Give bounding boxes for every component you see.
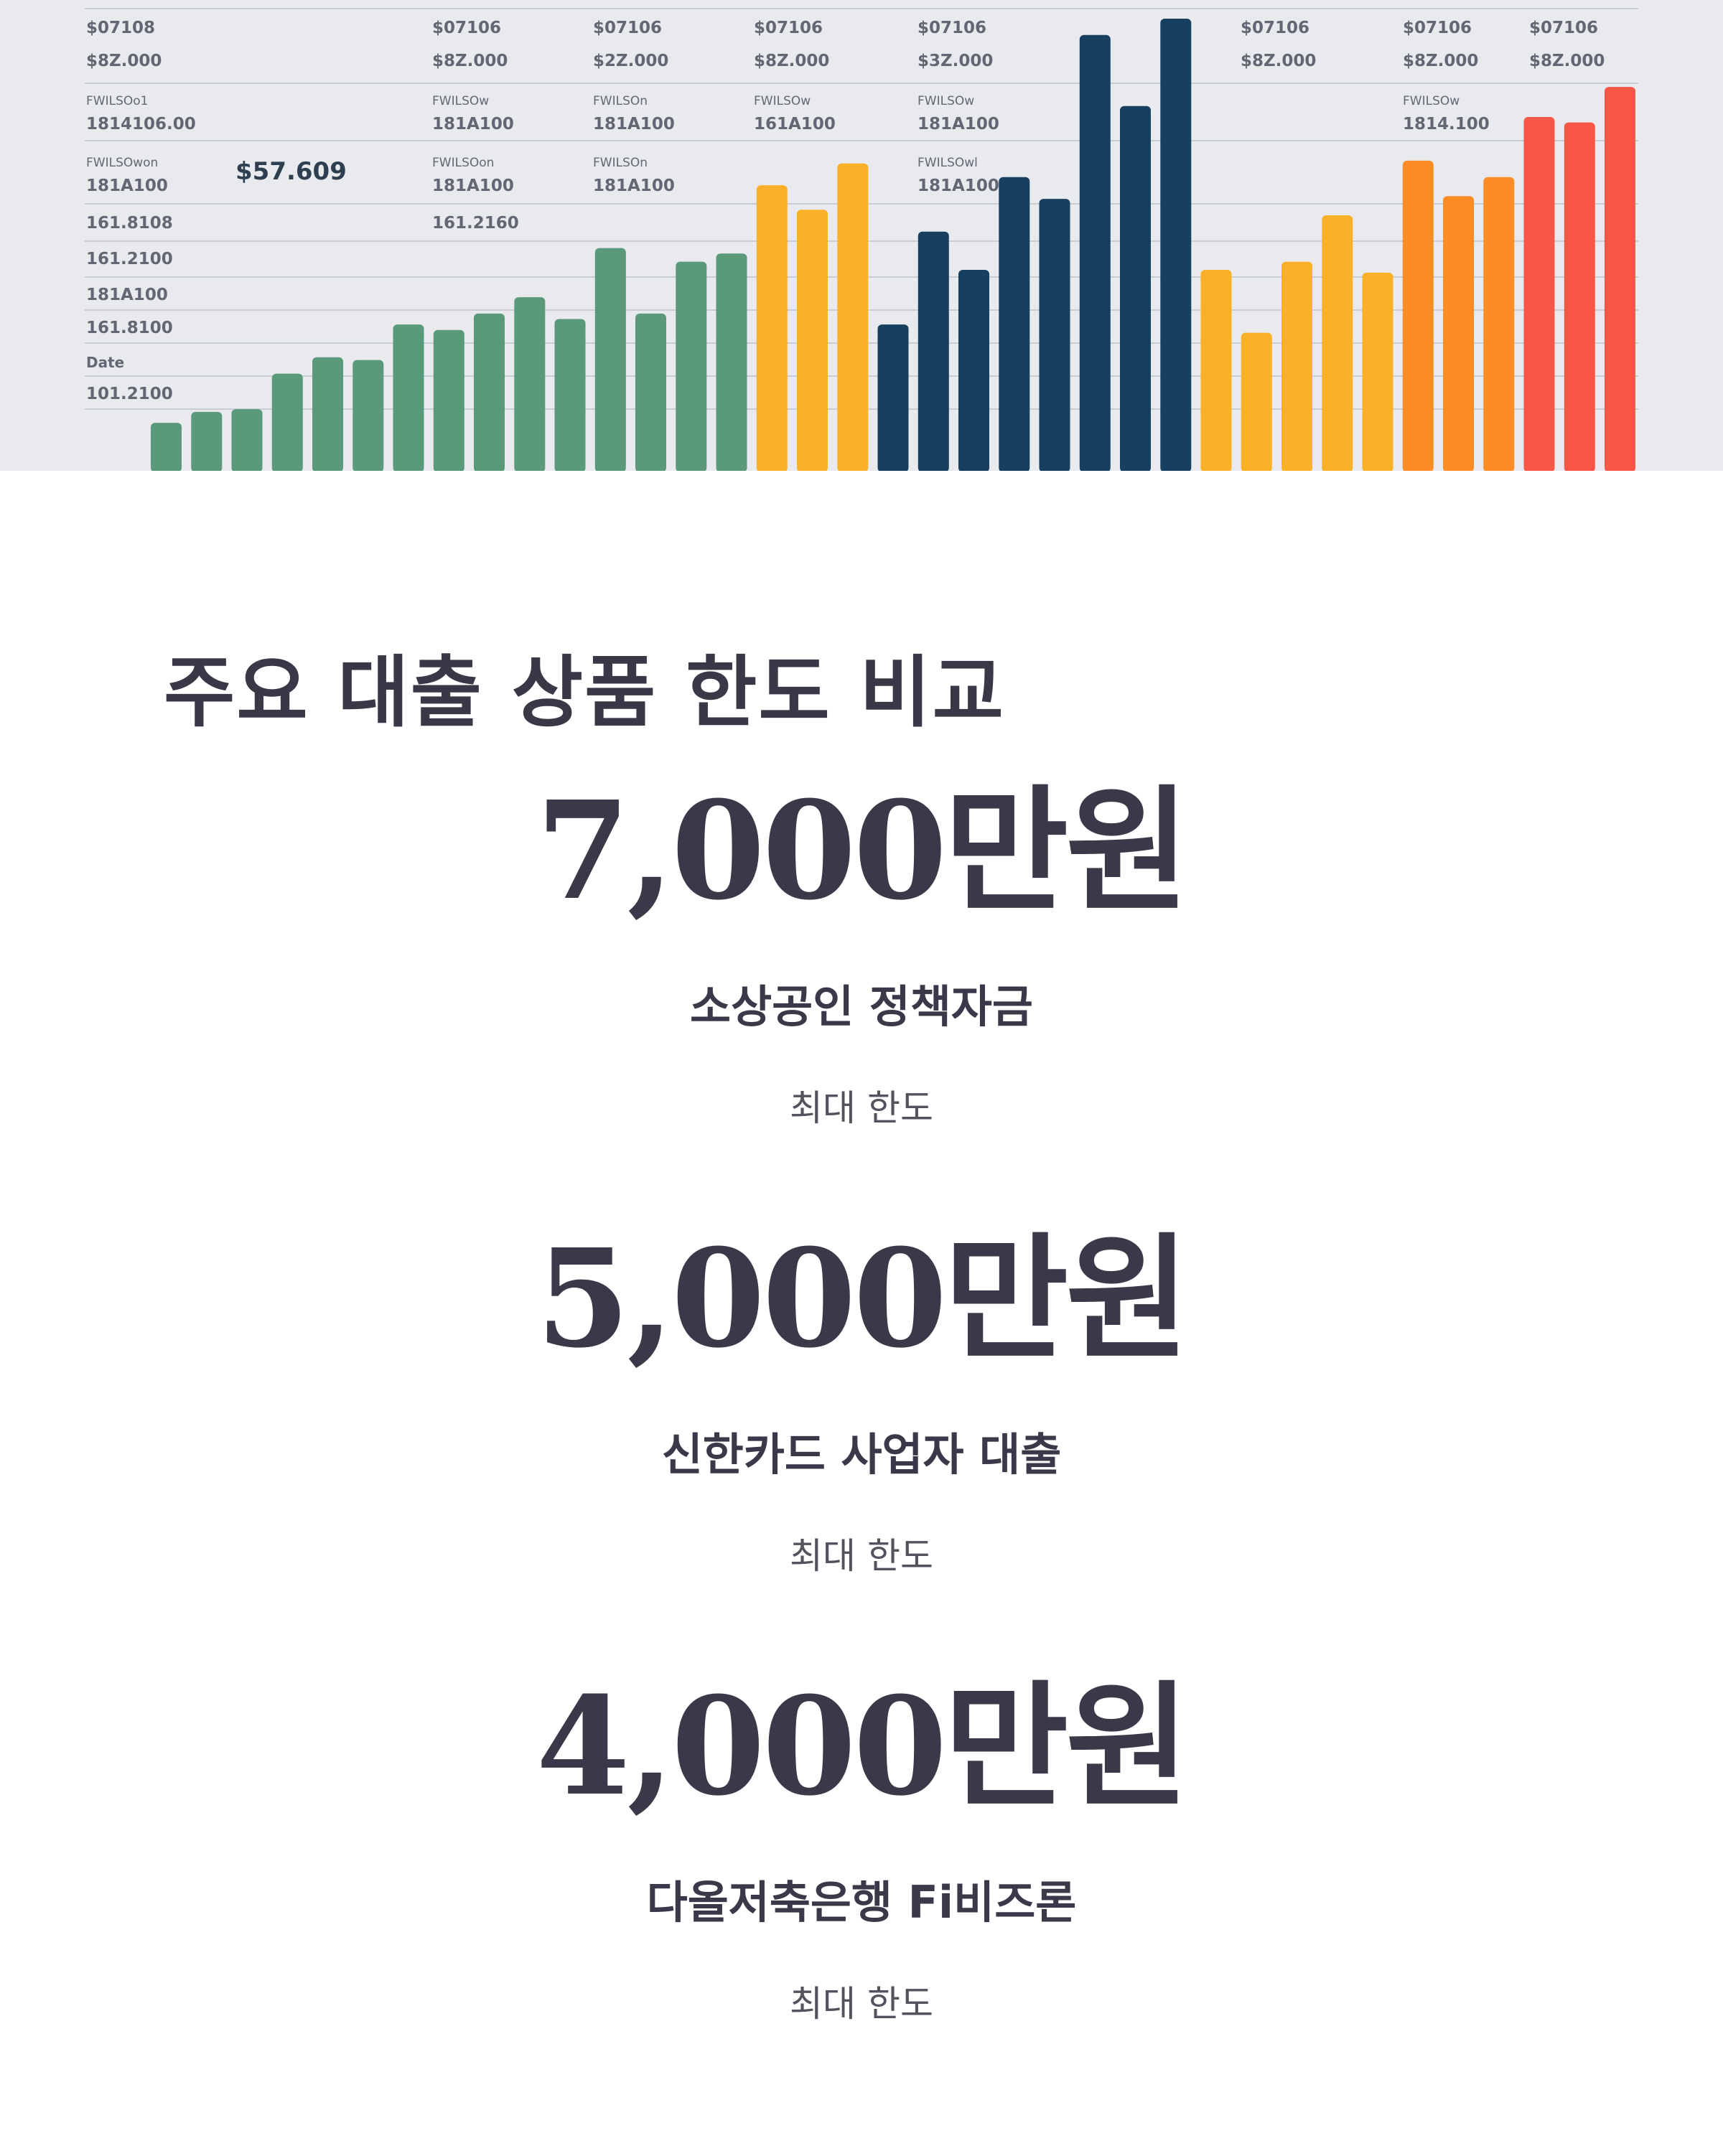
- chart-bar: [1523, 117, 1555, 471]
- chart-bar: [1039, 199, 1070, 471]
- chart-bar: [1483, 177, 1515, 471]
- column-label: 161.2160: [432, 214, 519, 233]
- product-name: 신한카드 사업자 대출: [661, 1428, 1062, 1481]
- product-card-shinhan-card: 5,000만원 신한카드 사업자 대출 최대 한도: [0, 1232, 1723, 1579]
- column-label: 1814.100: [1403, 115, 1490, 133]
- chart-bar: [1605, 87, 1635, 471]
- chart-bar: [1079, 34, 1111, 471]
- column-label: FWILSOo1: [86, 94, 148, 108]
- chart-bar: [1200, 270, 1232, 471]
- chart-bar: [797, 210, 828, 471]
- column-label: FWILSOw: [754, 94, 811, 108]
- column-label: FWILSOwon: [86, 156, 158, 170]
- chart-bar: [676, 261, 707, 471]
- chart-bar: [958, 270, 989, 471]
- chart-bar: [1241, 332, 1272, 471]
- product-card-daol-savings: 4,000만원 다올저축은행 Fi비즈론 최대 한도: [0, 1679, 1723, 2027]
- axis-label: 101.2100: [86, 385, 173, 403]
- column-label: FWILSOn: [593, 156, 648, 170]
- axis-label: 161.2100: [86, 250, 173, 268]
- column-label: $07106: [1403, 19, 1472, 37]
- product-limit-amount: 7,000만원: [536, 772, 1190, 930]
- chart-bar: [716, 253, 747, 471]
- column-label: $8Z.000: [432, 52, 508, 70]
- column-label: 181A100: [432, 177, 514, 195]
- column-label: 181A100: [432, 115, 514, 133]
- chart-bar: [1322, 215, 1353, 471]
- chart-bar: [474, 313, 505, 471]
- limit-caption: 최대 한도: [790, 1535, 933, 1577]
- page-title: 주요 대출 상품 한도 비교: [164, 648, 1005, 738]
- column-label: $07106: [593, 19, 662, 37]
- chart-bar: [1120, 106, 1151, 471]
- column-label: $07106: [754, 19, 823, 37]
- chart-bar: [1564, 122, 1595, 471]
- column-label: $8Z.000: [754, 52, 829, 70]
- column-label: FWILSOwl: [917, 156, 978, 170]
- axis-label: 161.8100: [86, 319, 173, 337]
- chart-bar: [231, 409, 263, 471]
- chart-bar: [1281, 261, 1312, 471]
- column-label: FWILSOw: [432, 94, 489, 108]
- column-label: 181A100: [86, 177, 168, 195]
- product-card-policy-fund: 7,000만원 소상공인 정책자금 최대 한도: [0, 784, 1723, 1131]
- product-name: 소상공인 정책자금: [690, 980, 1033, 1033]
- product-name: 다올저축은행 Fi비즈론: [646, 1876, 1077, 1928]
- axis-label: Date: [86, 354, 124, 371]
- price-annotation: $57.609: [235, 157, 347, 186]
- product-limit-amount: 4,000만원: [536, 1667, 1190, 1826]
- column-label: FWILSOn: [593, 94, 648, 108]
- chart-bar: [151, 423, 182, 471]
- chart-bar: [594, 248, 626, 471]
- chart-bar: [1362, 272, 1393, 471]
- hero-bar-chart: $07108 $8Z.000 FWILSOo1 1814106.00 FWILSOwon…: [85, 8, 1638, 471]
- column-label: FWILSOw: [917, 94, 974, 108]
- column-label: $8Z.000: [1241, 52, 1316, 70]
- hero-chart-image: $07108 $8Z.000 FWILSOo1 1814106.00 FWILSOwon…: [0, 0, 1723, 471]
- column-label: $07106: [1241, 19, 1309, 37]
- column-label: $07106: [1529, 19, 1598, 37]
- chart-bar: [433, 329, 464, 471]
- column-label: 161A100: [754, 115, 836, 133]
- column-label: FWILSOon: [432, 156, 494, 170]
- chart-bar: [1160, 19, 1192, 471]
- column-label: 181A100: [917, 115, 999, 133]
- chart-bar: [514, 297, 546, 471]
- chart-bar: [1443, 196, 1474, 471]
- column-label: $07108: [86, 19, 155, 37]
- chart-bar: [271, 373, 303, 471]
- product-limit-amount: 5,000만원: [536, 1219, 1190, 1378]
- chart-bar: [352, 360, 384, 471]
- chart-bar: [877, 324, 909, 471]
- chart-bar: [312, 357, 343, 471]
- chart-bar: [917, 231, 949, 471]
- column-label: $2Z.000: [593, 52, 668, 70]
- column-label: 181A100: [593, 115, 675, 133]
- chart-bar: [1402, 160, 1434, 471]
- column-label: 1814106.00: [86, 115, 196, 133]
- axis-label: 181A100: [86, 286, 168, 304]
- column-label: 181A100: [593, 177, 675, 195]
- column-label: $3Z.000: [917, 52, 993, 70]
- column-label: FWILSOw: [1403, 94, 1460, 108]
- chart-bar: [999, 177, 1030, 471]
- chart-bar: [756, 185, 788, 471]
- chart-bar: [191, 411, 223, 471]
- limit-caption: 최대 한도: [790, 1087, 933, 1129]
- column-label: $8Z.000: [1529, 52, 1605, 70]
- limit-caption: 최대 한도: [790, 1983, 933, 2025]
- chart-bar: [554, 319, 586, 471]
- column-label: $8Z.000: [1403, 52, 1478, 70]
- column-label: 181A100: [917, 177, 999, 195]
- column-label: $8Z.000: [86, 52, 162, 70]
- chart-bar: [837, 163, 869, 471]
- axis-label: 161.8108: [86, 214, 173, 233]
- chart-bar: [393, 324, 424, 471]
- column-label: $07106: [432, 19, 501, 37]
- chart-bar: [635, 313, 666, 471]
- column-label: $07106: [917, 19, 986, 37]
